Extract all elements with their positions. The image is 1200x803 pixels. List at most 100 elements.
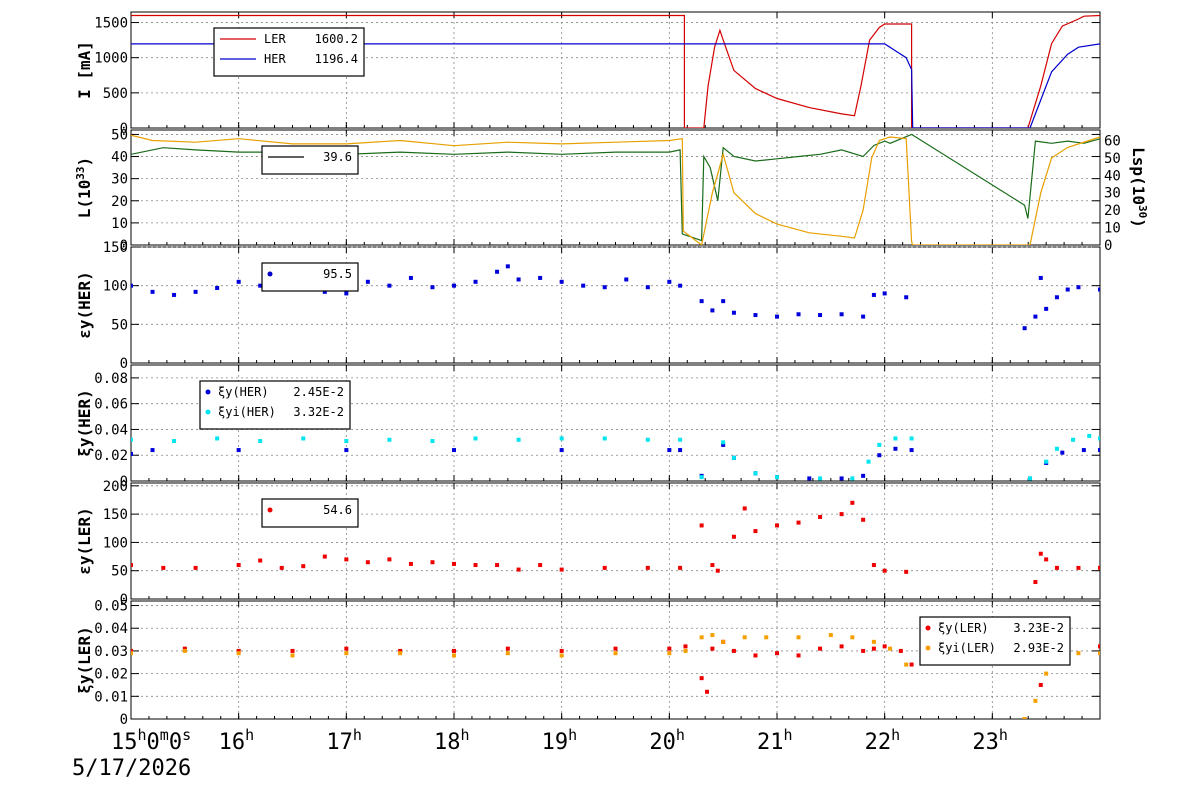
data-point <box>1044 557 1049 562</box>
data-point <box>602 285 607 290</box>
data-point <box>882 568 887 573</box>
data-point <box>839 476 844 481</box>
data-point <box>1028 476 1033 481</box>
data-point <box>683 644 688 649</box>
data-point <box>398 648 403 653</box>
data-point <box>775 314 779 319</box>
data-point <box>452 561 456 566</box>
data-point <box>1076 285 1081 290</box>
panel-2: 010203040500102030405060Lsp(1030)L(1033)… <box>74 127 1150 254</box>
series-1 <box>131 500 1100 585</box>
data-point <box>678 283 683 288</box>
data-point <box>871 292 876 297</box>
y-tick-label: 150 <box>103 507 128 523</box>
data-point <box>710 646 715 651</box>
data-point <box>1044 671 1049 676</box>
legend-value: 39.6 <box>323 150 352 164</box>
data-point <box>1098 651 1100 656</box>
data-point <box>1038 551 1043 556</box>
y-axis-label: εy(LER) <box>75 507 94 574</box>
data-point <box>452 648 456 653</box>
data-point <box>667 651 672 656</box>
data-point <box>1098 436 1100 441</box>
data-point <box>236 651 241 656</box>
y-right-tick-label: 20 <box>1104 203 1121 219</box>
data-point <box>495 563 500 568</box>
legend: ξy(HER) 2.45E-2 ξyi(HER) 3.32E-2 <box>199 380 351 430</box>
data-point <box>559 436 564 441</box>
x-tick-label: 18h <box>434 726 470 755</box>
data-point <box>1022 717 1027 719</box>
data-point <box>1098 644 1100 649</box>
data-point <box>1098 287 1100 292</box>
data-point <box>866 459 871 464</box>
data-point <box>861 517 866 522</box>
data-point <box>581 283 586 288</box>
data-point <box>258 283 263 288</box>
y-tick-label: 0.08 <box>94 371 128 387</box>
data-point <box>430 285 435 290</box>
y-tick-label: 0.02 <box>94 667 128 683</box>
data-point <box>290 653 295 658</box>
data-point <box>861 314 866 319</box>
data-point <box>796 520 801 525</box>
data-point <box>452 448 456 453</box>
data-point <box>1060 450 1065 455</box>
data-point <box>839 512 844 517</box>
legend-name: LER <box>264 32 286 46</box>
data-point <box>818 514 823 519</box>
data-point <box>430 560 435 565</box>
data-point <box>909 662 914 667</box>
data-point <box>473 563 478 568</box>
data-point <box>344 557 349 562</box>
x-tick-label: 20h <box>649 726 685 755</box>
data-point <box>1054 295 1059 300</box>
data-point <box>904 569 909 574</box>
x-tick-label: 15h0m0s <box>111 726 191 755</box>
data-point <box>387 283 392 288</box>
data-point <box>1038 275 1043 280</box>
x-tick-label: 23h <box>972 726 1008 755</box>
data-point <box>193 565 198 570</box>
data-point <box>742 635 747 640</box>
y-tick-label: 0.04 <box>94 422 128 438</box>
data-point <box>1033 580 1038 585</box>
data-point <box>182 646 187 651</box>
legend-box <box>199 380 351 430</box>
data-point <box>430 439 435 444</box>
legend-box <box>919 616 1071 666</box>
legend-name: ξy(LER) <box>938 621 989 635</box>
y-tick-label: 0 <box>120 121 128 137</box>
data-point <box>710 633 715 638</box>
y-tick-label: 1000 <box>94 51 128 67</box>
data-point <box>775 475 779 480</box>
plot-area <box>131 633 1100 719</box>
legend: 39.6 <box>261 145 359 175</box>
data-point <box>678 448 683 453</box>
data-point <box>861 648 866 653</box>
data-point <box>236 279 241 284</box>
data-point <box>909 448 914 453</box>
y-tick-label: 0.05 <box>94 599 128 615</box>
y-axis-label: I [mA] <box>75 41 94 99</box>
data-point <box>182 648 187 653</box>
legend-marker <box>205 389 211 395</box>
data-point <box>871 639 876 644</box>
data-point <box>344 448 349 453</box>
legend-marker <box>925 645 931 651</box>
data-point <box>775 523 779 528</box>
y-tick-label: 50 <box>111 317 128 333</box>
legend-box <box>213 27 365 77</box>
data-point <box>796 635 801 640</box>
data-point <box>602 436 607 441</box>
data-point <box>1076 565 1081 570</box>
plot-area <box>131 133 1100 245</box>
y-right-tick-label: 40 <box>1104 168 1121 184</box>
series-line-ler <box>131 14 1100 128</box>
data-point <box>839 644 844 649</box>
data-point <box>871 563 876 568</box>
legend-value: 3.32E-2 <box>293 405 344 419</box>
data-point <box>898 648 903 653</box>
